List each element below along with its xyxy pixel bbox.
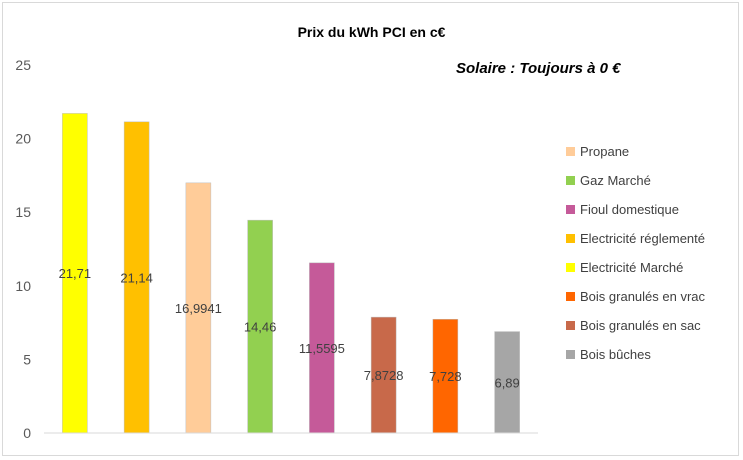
bar: [62, 113, 88, 434]
legend-label: Gaz Marché: [580, 173, 651, 188]
bar-value-label: 7,728: [429, 369, 462, 384]
bar-value-label: 6,89: [494, 375, 519, 390]
legend-item: Propane: [566, 137, 705, 166]
y-tick-label: 20: [15, 131, 31, 147]
legend-label: Electricité Marché: [580, 260, 684, 275]
legend-label: Bois granulés en sac: [580, 318, 701, 333]
legend-label: Bois granulés en vrac: [580, 289, 706, 304]
legend-swatch: [566, 263, 575, 272]
bar-value-label: 7,8728: [364, 368, 404, 383]
legend-swatch: [566, 350, 575, 359]
bar-value-label: 21,71: [59, 266, 92, 281]
bar: [247, 219, 273, 434]
legend-label: Bois bûches: [580, 347, 651, 362]
legend-swatch: [566, 292, 575, 301]
legend-item: Bois bûches: [566, 340, 705, 369]
legend-label: Propane: [580, 144, 630, 159]
legend-swatch: [566, 234, 575, 243]
bar: [370, 316, 397, 434]
y-tick-label: 25: [15, 57, 31, 73]
legend-swatch: [566, 176, 575, 185]
legend-item: Gaz Marché: [566, 166, 705, 195]
bar: [494, 331, 520, 434]
chart-frame: [2, 2, 739, 456]
solar-annotation: Solaire : Toujours à 0 €: [456, 60, 621, 77]
chart-legend: Propane Gaz Marché Fioul domestique Electri…: [566, 137, 705, 369]
bar-value-label: 16,9941: [175, 301, 222, 316]
legend-item: Bois granulés en vrac: [566, 282, 705, 311]
y-tick-label: 0: [23, 425, 31, 441]
legend-item: Electricité réglementé: [566, 224, 705, 253]
y-tick-label: 10: [15, 278, 31, 294]
legend-swatch: [566, 321, 575, 330]
legend-swatch: [566, 147, 575, 156]
legend-item: Bois granulés en sac: [566, 311, 705, 340]
y-tick-label: 5: [23, 351, 31, 367]
legend-item: Fioul domestique: [566, 195, 705, 224]
chart-title: Prix du kWh PCI en c€: [297, 24, 446, 40]
legend-label: Fioul domestique: [580, 202, 679, 217]
bar-value-label: 14,46: [244, 320, 277, 335]
bar: [309, 262, 335, 434]
bar: [185, 182, 212, 434]
legend-label: Electricité réglementé: [580, 231, 705, 246]
bar: [123, 121, 150, 434]
bar-value-label: 11,5595: [299, 341, 345, 356]
bar: [432, 318, 459, 434]
bar-value-label: 21,14: [120, 270, 153, 285]
y-tick-label: 15: [15, 204, 31, 220]
legend-swatch: [566, 205, 575, 214]
legend-item: Electricité Marché: [566, 253, 705, 282]
